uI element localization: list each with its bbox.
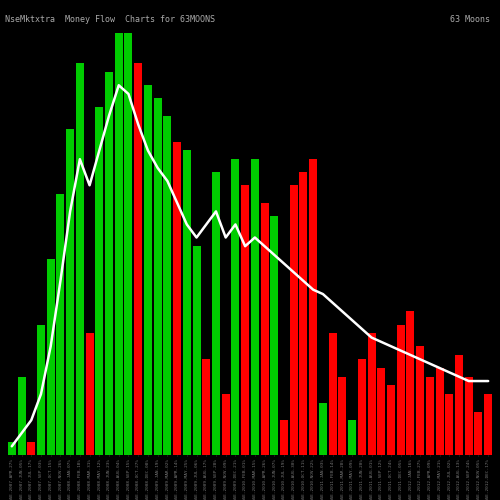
Bar xyxy=(396,324,404,455)
Bar xyxy=(18,376,25,455)
Bar xyxy=(280,420,288,455)
Bar xyxy=(212,172,220,455)
Bar xyxy=(46,259,54,455)
Bar xyxy=(348,420,356,455)
Bar xyxy=(436,368,444,455)
Bar xyxy=(309,159,317,455)
Bar xyxy=(56,194,64,455)
Bar xyxy=(290,186,298,455)
Bar xyxy=(328,333,336,455)
Bar xyxy=(144,85,152,455)
Bar xyxy=(76,64,84,455)
Bar xyxy=(241,186,249,455)
Bar xyxy=(86,333,94,455)
Bar xyxy=(124,33,132,455)
Bar xyxy=(105,72,113,455)
Bar xyxy=(115,33,122,455)
Bar xyxy=(426,376,434,455)
Text: NseMktxtra  Money Flow  Charts for 63MOONS: NseMktxtra Money Flow Charts for 63MOONS xyxy=(5,15,215,24)
Bar xyxy=(96,107,104,455)
Bar xyxy=(300,172,308,455)
Bar xyxy=(154,98,162,455)
Bar xyxy=(406,312,414,455)
Bar xyxy=(202,360,210,455)
Bar xyxy=(474,412,482,455)
Bar xyxy=(164,116,172,455)
Bar xyxy=(416,346,424,455)
Bar xyxy=(251,159,259,455)
Bar xyxy=(37,324,45,455)
Bar xyxy=(465,376,472,455)
Bar xyxy=(455,355,463,455)
Bar xyxy=(222,394,230,455)
Bar xyxy=(368,333,376,455)
Bar xyxy=(66,128,74,455)
Bar xyxy=(134,64,142,455)
Bar xyxy=(358,360,366,455)
Bar xyxy=(183,150,191,455)
Bar xyxy=(338,376,346,455)
Bar xyxy=(260,202,268,455)
Bar xyxy=(378,368,385,455)
Text: 63 Moons: 63 Moons xyxy=(450,15,490,24)
Bar xyxy=(446,394,454,455)
Bar xyxy=(8,442,16,455)
Bar xyxy=(232,159,239,455)
Bar xyxy=(270,216,278,455)
Bar xyxy=(387,386,395,455)
Bar xyxy=(319,403,327,455)
Bar xyxy=(192,246,200,455)
Bar xyxy=(484,394,492,455)
Bar xyxy=(28,442,35,455)
Bar xyxy=(173,142,181,455)
